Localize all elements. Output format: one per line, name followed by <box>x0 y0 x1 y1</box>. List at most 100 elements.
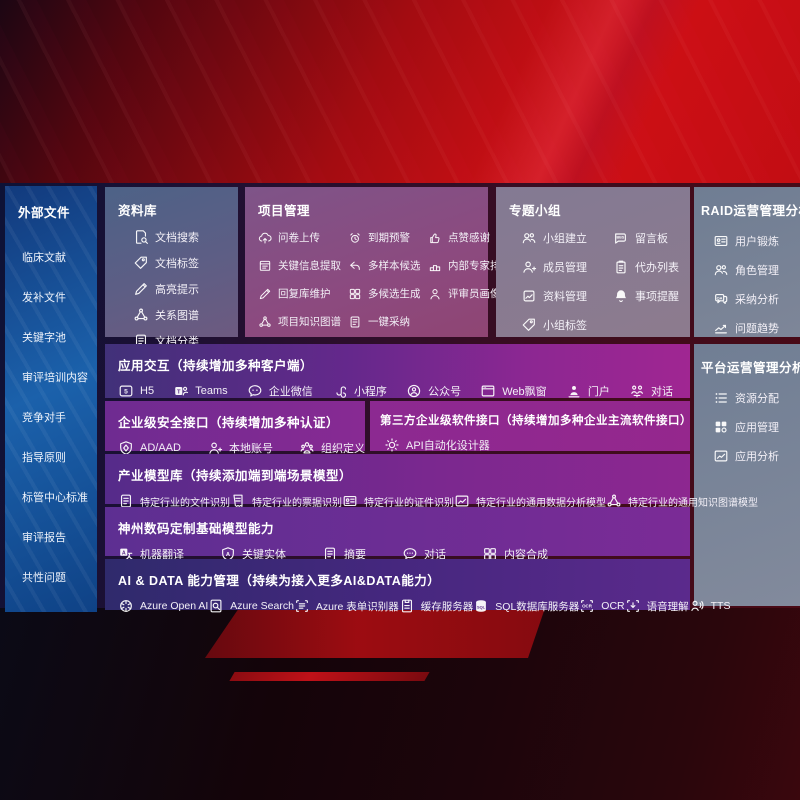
svg-text:5: 5 <box>124 389 128 396</box>
sidebar-items: 临床文献 发补文件 关键字池 审评培训内容 竞争对手 指导原则 标管中心标准 审评报告 共性问题 <box>22 249 97 585</box>
row-industry-models: 产业模型库（持续添加端到端场景模型） 特定行业的文件识别 特定行业的票据识别 特定行… <box>105 454 758 509</box>
feature-item: 内容合成 <box>482 546 548 562</box>
sidebar-item: 审评培训内容 <box>22 372 88 384</box>
feature-label: 点赞感谢 <box>448 232 490 244</box>
row-title: AI & DATA 能力管理（持续为接入更多AI&DATA能力） <box>118 574 441 588</box>
feature-label: Azure Open AI <box>140 600 209 612</box>
panel-title: 资料库 <box>118 204 158 218</box>
chart-box-icon <box>454 493 470 509</box>
groups-items: 小组建立 BBS 留言板 成员管理 代办列表 资料管理 事项提醒 小组标签 <box>521 230 690 333</box>
reply-arrow-icon <box>348 259 362 273</box>
feature-label: 公众号 <box>428 386 462 398</box>
speech-scan-icon <box>625 598 641 614</box>
panel-title: 项目管理 <box>258 204 311 218</box>
row-app-interaction: 应用交互（持续增加多种客户端） 5 H5 T Teams 企业微信 小程序 公众号 Web飘窗… <box>105 344 690 398</box>
row-title: 应用交互（持续增加多种客户端） <box>118 359 314 373</box>
feature-item: TTS <box>689 598 731 614</box>
security-items: AD/AAD 本地账号 组织定义 <box>118 440 365 456</box>
feature-item: 用户锻炼 <box>713 233 800 249</box>
feature-label: 组织定义 <box>320 443 365 455</box>
row-base-models: 神州数码定制基础模型能力 A 机器翻译 A 关键实体 摘要 对话 内容合成 <box>105 507 690 561</box>
doc-extract-icon <box>258 259 272 273</box>
feature-label: Teams <box>195 385 228 397</box>
feature-label: 特定行业的文件识别 <box>140 497 230 509</box>
panel-project-management: 项目管理 问卷上传 到期预警 点赞感谢 关键信息提取 多样本候选 内部专家排名 回复库维护 多… <box>245 187 511 337</box>
panel-title: 平台运营管理分析 <box>701 361 800 375</box>
interaction-items: 5 H5 T Teams 企业微信 小程序 公众号 Web飘窗 门户 对话 <box>118 383 677 399</box>
feature-label: 采纳分析 <box>735 294 779 306</box>
feature-item: BBS 留言板 <box>613 230 690 246</box>
sidebar-item: 标管中心标准 <box>22 492 88 504</box>
feature-label: 特定行业的通用知识图谱模型 <box>628 497 758 509</box>
laptop-edge-highlight <box>229 672 430 681</box>
feature-item: 企业微信 <box>247 383 313 399</box>
doc-icon <box>118 493 134 509</box>
basemodels-items: A 机器翻译 A 关键实体 摘要 对话 内容合成 <box>118 546 677 562</box>
doc-search-icon <box>133 229 149 245</box>
aidata-items: Azure Open AI Azure Search Azure 表单识别器 缓存服务… <box>118 598 730 614</box>
graph-icon <box>258 315 272 329</box>
feature-item: 文档搜索 <box>133 229 238 245</box>
cloud-upload-icon <box>258 231 272 245</box>
row-ai-data-capability: AI & DATA 能力管理（持续为接入更多AI&DATA能力） Azure O… <box>105 559 730 613</box>
feature-label: 语音理解 <box>646 600 689 613</box>
feature-label: 门户 <box>587 386 610 398</box>
feature-item: 多样本候选 <box>348 258 428 273</box>
cache-server-icon <box>399 598 415 614</box>
feature-item: 回复库维护 <box>258 286 348 301</box>
row-title: 产业模型库（持续添加端到端场景模型） <box>118 469 353 483</box>
id-card-icon <box>342 493 358 509</box>
feature-item: 关系图谱 <box>133 307 238 323</box>
bell-icon <box>613 288 629 304</box>
panel-title: RAID运营管理分析 <box>701 204 800 218</box>
feature-item: 关键信息提取 <box>258 258 348 273</box>
feature-item: 问题趋势 <box>713 320 800 336</box>
feature-label: 多样本候选 <box>368 260 421 272</box>
feature-label: 关键实体 <box>242 549 286 561</box>
receipt-icon <box>230 493 246 509</box>
feature-item: 点赞感谢 <box>428 230 511 245</box>
feature-item: 对话 <box>402 546 446 562</box>
feature-label: 特定行业的通用数据分析模型 <box>476 497 606 509</box>
sidebar-item: 审评报告 <box>22 532 66 544</box>
feature-item: 文档标签 <box>133 255 238 271</box>
svg-text:T: T <box>177 389 181 395</box>
feature-item: 应用管理 <box>713 419 800 435</box>
feature-label: 小程序 <box>353 386 387 398</box>
feature-label: Azure 表单识别器 <box>315 600 399 613</box>
tag-icon <box>521 317 537 333</box>
trend-chart-icon <box>713 320 729 336</box>
feature-item: Azure 表单识别器 <box>294 598 399 614</box>
repository-items: 文档搜索 文档标签 高亮提示 关系图谱 文档分类 <box>133 229 238 349</box>
feature-item: 资源分配 <box>713 390 800 406</box>
feature-item: 门户 <box>566 383 610 399</box>
thumbs-up-icon <box>428 231 442 245</box>
thirdparty-items: API自动化设计器 <box>384 437 677 453</box>
feature-label: 资料管理 <box>543 291 587 303</box>
graph-icon <box>133 307 149 323</box>
panel-platform-analysis: 平台运营管理分析 资源分配 应用管理 应用分析 <box>694 344 800 606</box>
person-add-icon <box>521 259 537 275</box>
row-security-interface: 企业级安全接口（持续增加多种认证） AD/AAD 本地账号 组织定义 <box>105 401 365 455</box>
feature-label: TTS <box>710 600 731 612</box>
dot-list-icon <box>713 390 729 406</box>
svg-text:OCR: OCR <box>582 604 593 609</box>
laptop-silhouette <box>205 608 545 658</box>
feature-item: 组织定义 <box>299 440 365 456</box>
panel-repository: 资料库 文档搜索 文档标签 高亮提示 关系图谱 文档分类 <box>105 187 238 348</box>
feature-label: 关键信息提取 <box>278 260 341 272</box>
feature-item: SQL SQL数据库服务器 <box>473 598 579 614</box>
feature-label: API自动化设计器 <box>406 440 490 452</box>
azure-search-icon <box>208 598 224 614</box>
feature-label: 对话 <box>424 549 446 561</box>
feature-item: 事项提醒 <box>613 288 690 304</box>
panel-topic-groups: 专题小组 小组建立 BBS 留言板 成员管理 代办列表 资料管理 事项提醒 小组标签 <box>496 187 690 337</box>
grid-icon <box>348 287 362 301</box>
feature-label: H5 <box>140 385 155 397</box>
h5-icon: 5 <box>118 383 134 399</box>
adopt-arrow-icon <box>348 315 362 329</box>
feature-label: 一键采纳 <box>368 316 410 328</box>
feature-label: 回复库维护 <box>278 288 331 300</box>
